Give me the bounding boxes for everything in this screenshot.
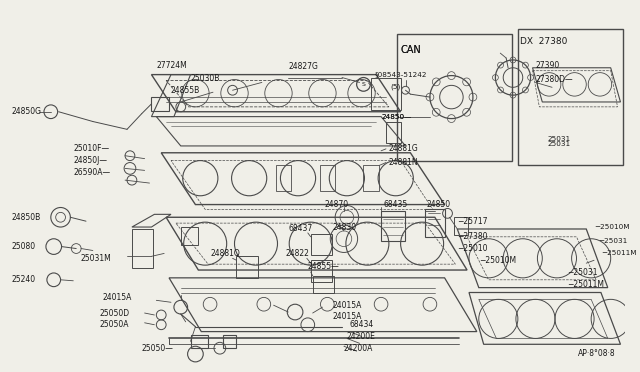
Text: (5): (5) xyxy=(391,83,401,90)
Text: 68435: 68435 xyxy=(383,200,407,209)
Text: 25080: 25080 xyxy=(12,242,36,251)
Bar xyxy=(397,33,512,161)
Text: 24822: 24822 xyxy=(285,249,309,258)
Text: 68434: 68434 xyxy=(350,320,374,329)
Text: 24850G: 24850G xyxy=(12,107,42,116)
Text: CAN: CAN xyxy=(401,45,421,55)
Text: 24850: 24850 xyxy=(427,200,451,209)
Bar xyxy=(223,334,236,348)
Text: CAN: CAN xyxy=(401,45,421,55)
Text: 24200A: 24200A xyxy=(344,344,373,353)
Text: 25031: 25031 xyxy=(547,136,570,142)
Text: 24015A: 24015A xyxy=(102,293,132,302)
Text: 27724M: 27724M xyxy=(156,61,187,70)
Text: 68437: 68437 xyxy=(288,224,312,234)
Text: −25031: −25031 xyxy=(598,238,627,244)
Text: 25050—: 25050— xyxy=(141,344,173,353)
Text: 25031: 25031 xyxy=(547,141,570,147)
Text: −25031: −25031 xyxy=(567,269,597,278)
Bar xyxy=(454,217,468,235)
Bar xyxy=(386,122,401,143)
Text: 25240: 25240 xyxy=(12,275,36,284)
Text: −27380: −27380 xyxy=(458,232,488,241)
Bar xyxy=(191,334,208,348)
Text: 26590A—: 26590A— xyxy=(74,168,111,177)
Text: −25010M: −25010M xyxy=(479,256,516,265)
Text: 24855B: 24855B xyxy=(171,86,200,95)
Bar xyxy=(180,227,198,245)
Text: 24015A: 24015A xyxy=(332,301,362,310)
Text: 25030B: 25030B xyxy=(191,74,220,83)
Bar xyxy=(364,166,379,191)
Bar xyxy=(313,276,334,294)
Text: 24850B: 24850B xyxy=(12,213,41,222)
Bar xyxy=(518,29,623,166)
Bar xyxy=(236,256,258,278)
Text: 24850—: 24850— xyxy=(381,113,412,120)
Bar xyxy=(381,211,404,241)
Bar xyxy=(132,229,154,268)
Bar xyxy=(311,234,332,255)
Text: 25010F—: 25010F— xyxy=(74,144,109,153)
Text: 27390: 27390 xyxy=(536,61,560,70)
Text: 24830: 24830 xyxy=(332,222,356,231)
Bar xyxy=(276,166,291,191)
Bar xyxy=(152,97,169,111)
Text: 24850J—: 24850J— xyxy=(74,156,108,165)
Text: 24881Q: 24881Q xyxy=(210,249,240,258)
Text: −25010M: −25010M xyxy=(594,224,630,230)
Text: 24881N: 24881N xyxy=(389,158,419,167)
Text: 25050D: 25050D xyxy=(100,308,130,318)
Text: 24200E: 24200E xyxy=(347,332,376,341)
Text: 24015A: 24015A xyxy=(332,312,362,321)
Text: 24870: 24870 xyxy=(324,200,349,209)
Text: 27380D—: 27380D— xyxy=(536,75,573,84)
Text: 25031M: 25031M xyxy=(80,254,111,263)
Text: AP·8°08·8: AP·8°08·8 xyxy=(578,349,616,358)
Text: −25010: −25010 xyxy=(458,244,488,253)
Text: 25050A: 25050A xyxy=(100,320,129,329)
Text: −25011M: −25011M xyxy=(601,250,636,256)
Text: DX  27380: DX 27380 xyxy=(520,36,567,45)
Text: −25011M: −25011M xyxy=(567,280,604,289)
Text: 24827G: 24827G xyxy=(288,62,318,71)
Text: −25717: −25717 xyxy=(458,217,488,226)
Text: S: S xyxy=(362,82,365,87)
Text: 24881G: 24881G xyxy=(389,144,419,153)
Bar xyxy=(425,209,445,237)
Text: 24855—: 24855— xyxy=(308,262,340,270)
Text: §08543-51242: §08543-51242 xyxy=(374,71,427,78)
Bar xyxy=(311,260,332,282)
Text: 24850—: 24850— xyxy=(381,113,412,120)
Bar xyxy=(319,166,335,191)
